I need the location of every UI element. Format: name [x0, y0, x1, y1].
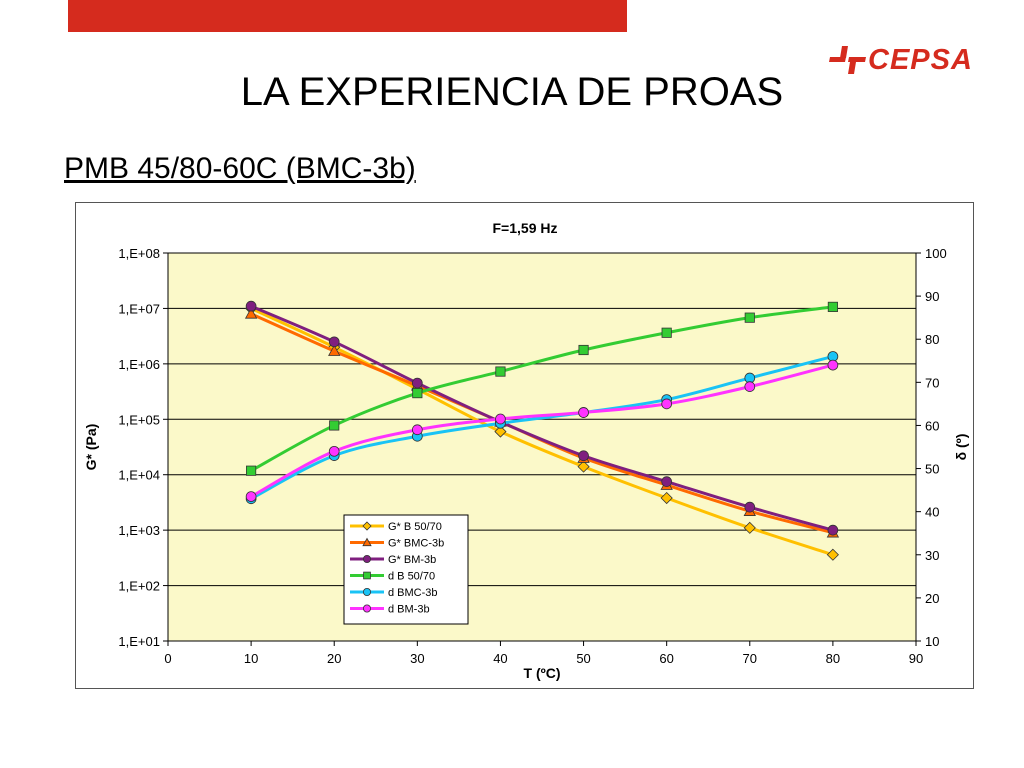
- data-point: [827, 359, 839, 371]
- legend-item: G* B 50/70: [350, 521, 442, 533]
- legend: G* B 50/70 G* BMC-3b G* BM-3b d B 50/70 d BM…: [343, 514, 469, 625]
- cepsa-logo: CEPSA: [828, 40, 988, 80]
- data-point: [412, 388, 423, 399]
- chart-frame: 1,E+01 1,E+02 1,E+03 1,E+04 1,E+05 1,E+06 1,E+…: [75, 202, 974, 689]
- legend-item: d BMC-3b: [350, 587, 438, 599]
- data-point: [245, 300, 257, 312]
- chart-title: F=1,59 Hz: [493, 220, 558, 236]
- y-tick-label: 1,E+07: [118, 301, 160, 316]
- slide-subtitle: PMB 45/80-60C (BMC-3b): [64, 152, 416, 185]
- legend-swatch-marker: [362, 587, 371, 596]
- legend-label: d B 50/70: [388, 571, 435, 583]
- y-tick-label: 1,E+03: [118, 523, 160, 538]
- series-d-b-50-70: [246, 301, 838, 476]
- data-point: [743, 521, 756, 534]
- data-point: [744, 381, 756, 392]
- data-point: [328, 344, 341, 356]
- x-tick-label: 20: [327, 651, 341, 666]
- series-d-bm-3b: [245, 359, 839, 502]
- y2-tick-label: 90: [925, 289, 939, 304]
- data-point: [244, 307, 258, 319]
- data-point: [744, 312, 755, 323]
- data-point: [661, 476, 673, 487]
- legend-item: G* BMC-3b: [350, 538, 444, 550]
- axes: [167, 253, 917, 642]
- legend-label: d BMC-3b: [388, 587, 438, 599]
- data-point: [411, 424, 423, 436]
- data-point: [495, 366, 506, 377]
- data-point: [329, 420, 340, 431]
- x-tick-label: 80: [826, 651, 840, 666]
- data-point: [660, 491, 673, 505]
- logo-text: CEPSA: [868, 44, 973, 76]
- y2-tick-label: 30: [925, 548, 939, 563]
- data-point: [577, 460, 590, 473]
- data-point: [245, 491, 257, 502]
- legend-label: G* B 50/70: [388, 521, 442, 533]
- x-tick-label: 0: [164, 651, 171, 666]
- data-point: [827, 301, 838, 312]
- x-axis-label: T (ºC): [524, 665, 561, 681]
- x-tick-label: 70: [743, 651, 757, 666]
- data-point: [661, 327, 672, 338]
- x-tick-label: 10: [244, 651, 258, 666]
- data-point: [578, 450, 589, 462]
- x-tick-label: 50: [576, 651, 590, 666]
- legend-item: d BM-3b: [350, 604, 430, 616]
- data-point: [661, 398, 673, 410]
- data-point: [578, 344, 589, 356]
- legend-swatch-marker: [362, 604, 371, 613]
- y-tick-label: 1,E+08: [118, 246, 160, 261]
- series-line: [250, 304, 834, 532]
- y2-tick-label: 80: [925, 332, 939, 347]
- cepsa-logo-icon: [829, 46, 866, 74]
- legend-swatch-marker: [362, 554, 371, 563]
- legend-item: G* BM-3b: [350, 554, 436, 566]
- series-layer: [244, 300, 840, 561]
- y2-tick-label: 100: [925, 246, 947, 261]
- data-point: [495, 413, 506, 425]
- slide-title: LA EXPERIENCIA DE PROAS: [240, 70, 784, 114]
- y2-tick-label: 70: [925, 375, 939, 390]
- y-tick-label: 1,E+05: [118, 412, 160, 427]
- y2-tick-label: 20: [925, 591, 939, 606]
- legend-label: G* BM-3b: [388, 554, 436, 566]
- y2-tick-label: 60: [925, 418, 939, 433]
- data-point: [328, 445, 340, 457]
- y2-axis-label: δ (º): [953, 434, 969, 461]
- legend-label: G* BMC-3b: [388, 538, 444, 550]
- x-tick-label: 30: [410, 651, 424, 666]
- x-tick-label: 60: [659, 651, 673, 666]
- y-tick-label: 1,E+04: [118, 468, 160, 483]
- series-line: [250, 307, 834, 557]
- data-point: [578, 407, 589, 418]
- series-line: [250, 305, 834, 473]
- data-point: [411, 377, 423, 389]
- y2-tick-label: 10: [925, 634, 939, 649]
- legend-label: d BM-3b: [388, 604, 430, 616]
- header-accent-bar: [68, 0, 627, 32]
- y-tick-label: 1,E+01: [118, 634, 160, 649]
- y-axis-label: G* (Pa): [83, 424, 99, 471]
- data-point: [246, 465, 257, 476]
- chart: 1,E+01 1,E+02 1,E+03 1,E+04 1,E+05 1,E+06 1,E+…: [83, 220, 969, 681]
- legend-item: d B 50/70: [350, 571, 435, 583]
- x-tick-label: 90: [909, 651, 923, 666]
- y-tick-label: 1,E+02: [118, 579, 160, 594]
- data-point: [826, 548, 839, 561]
- legend-swatch-marker: [362, 537, 372, 547]
- series-line: [250, 363, 834, 498]
- x-tick-label: 40: [493, 651, 507, 666]
- y-tick-label: 1,E+06: [118, 357, 160, 372]
- y2-tick-label: 50: [925, 462, 939, 477]
- data-point: [744, 501, 756, 513]
- tick-labels: 1,E+01 1,E+02 1,E+03 1,E+04 1,E+05 1,E+06 1,E+…: [118, 246, 946, 666]
- y2-tick-label: 40: [925, 505, 939, 520]
- legend-swatch-marker: [362, 521, 372, 531]
- data-point: [328, 336, 340, 348]
- data-point: [827, 524, 839, 536]
- data-point: [494, 425, 507, 438]
- legend-swatch-marker: [363, 571, 371, 580]
- series-line: [250, 355, 834, 501]
